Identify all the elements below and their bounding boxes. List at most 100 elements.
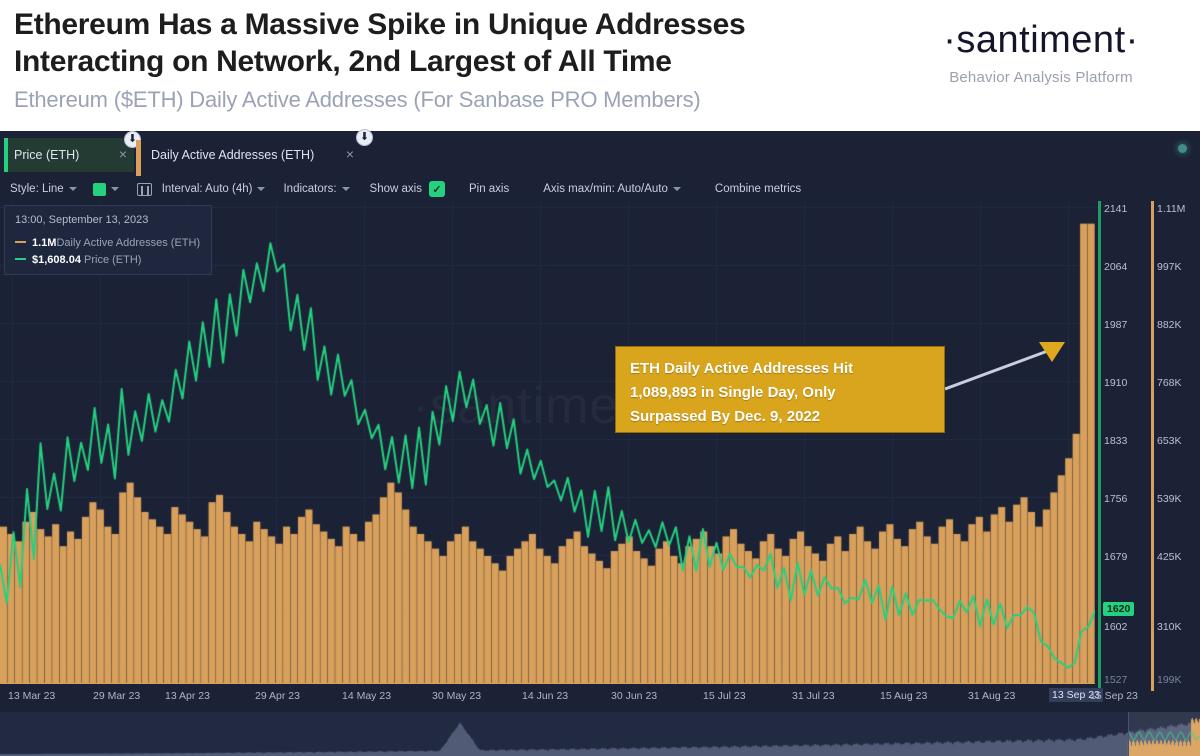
x-axis-tick: 31 Aug 23 — [968, 690, 1016, 702]
metric-tab-label: Daily Active Addresses (ETH) — [151, 148, 315, 162]
price-current-badge: 1620 — [1103, 602, 1135, 616]
chevron-down-icon — [68, 187, 77, 191]
axis-tick: 539K — [1157, 493, 1182, 505]
tooltip-series-name: Daily Active Addresses (ETH) — [56, 237, 201, 249]
daa-axis[interactable]: 1.11M 997K 882K 768K 653K 539K 425K 310K… — [1148, 201, 1200, 691]
axis-tick: 1910 — [1104, 377, 1128, 389]
tooltip-series-name: Price (ETH) — [84, 254, 142, 266]
axis-maxmin-label: Axis max/min: Auto/Auto — [543, 183, 668, 195]
download-icon[interactable]: ⬇ — [356, 129, 373, 146]
pin-axis-label: Pin axis — [468, 183, 510, 195]
axis-tick: 310K — [1157, 621, 1182, 633]
axis-tick: 768K — [1157, 377, 1182, 389]
price-axis[interactable]: 2141 2064 1987 1910 1833 1756 1679 1620 … — [1095, 201, 1148, 691]
chart-controls: Style: Line Interval: Auto (4h) Indicato… — [0, 178, 1200, 200]
logo-wordmark: ·santiment· — [943, 19, 1139, 61]
page-subtitle: Ethereum ($ETH) Daily Active Addresses (… — [14, 87, 701, 112]
chevron-down-icon — [110, 187, 119, 191]
combine-metrics-label: Combine metrics — [714, 183, 802, 195]
style-selector[interactable]: Style: Line — [10, 183, 77, 195]
x-axis-tick: 14 May 23 — [342, 690, 392, 702]
navigator-selection-window[interactable] — [1128, 712, 1200, 756]
annotation-line-1: ETH Daily Active Addresses Hit — [630, 360, 854, 377]
x-axis-tick: 31 Jul 23 — [792, 690, 835, 702]
x-axis-tick: 15 Sep 23 — [1090, 690, 1138, 702]
annotation-line-3: Surpassed By Dec. 9, 2022 — [630, 408, 821, 425]
axis-tick: 997K — [1157, 261, 1182, 273]
series-color-dash — [15, 241, 26, 244]
close-icon[interactable]: × — [118, 146, 127, 162]
pin-axis-button[interactable]: Pin axis — [469, 183, 509, 195]
show-axis-label: Show axis — [369, 183, 422, 195]
chart-canvas — [0, 201, 1095, 683]
axis-tick: 882K — [1157, 319, 1182, 331]
axis-tick: 1756 — [1104, 493, 1128, 505]
metric-tabbar: Price (ETH) × ⬇ Daily Active Addresses (… — [0, 129, 1200, 176]
tooltip-value: 1.1M — [32, 237, 57, 249]
combine-metrics-button[interactable]: Combine metrics — [715, 183, 801, 195]
candlestick-icon — [136, 182, 152, 196]
axis-tick: 1833 — [1104, 435, 1128, 447]
x-axis-tick-highlighted: 13 Sep 23 — [1049, 688, 1103, 702]
style-label: Style: Line — [10, 183, 64, 195]
axis-tick: 1679 — [1104, 551, 1128, 563]
x-axis-tick: 13 Mar 23 — [8, 690, 56, 702]
axis-tick: 2064 — [1104, 261, 1128, 273]
axis-tick: 199K — [1157, 674, 1182, 686]
page-header: Ethereum Has a Massive Spike in Unique A… — [0, 0, 1200, 131]
color-swatch — [92, 182, 106, 196]
close-icon[interactable]: × — [345, 146, 354, 162]
chevron-down-icon — [672, 187, 681, 191]
status-dot-icon[interactable] — [1178, 144, 1187, 153]
x-axis-tick: 29 Mar 23 — [93, 690, 141, 702]
checkbox-checked-icon[interactable]: ✓ — [428, 181, 445, 197]
tab-divider — [136, 140, 141, 176]
axis-tick: 1987 — [1104, 319, 1128, 331]
x-axis-tick: 13 Apr 23 — [165, 690, 210, 702]
santiment-logo: ·santiment· Behavior Analysis Platform — [896, 18, 1186, 86]
x-axis-tick: 15 Jul 23 — [703, 690, 746, 702]
interval-label: Interval: Auto (4h) — [161, 183, 253, 195]
tooltip-value: $1,608.04 — [32, 254, 81, 266]
x-axis-tick: 30 Jun 23 — [611, 690, 658, 702]
x-axis: 13 Mar 23 29 Mar 23 13 Apr 23 29 Apr 23 … — [0, 683, 1138, 707]
metric-tab-price[interactable]: Price (ETH) × — [4, 138, 134, 172]
metric-tab-daa[interactable]: Daily Active Addresses (ETH) × — [141, 138, 366, 172]
color-selector[interactable] — [92, 182, 119, 196]
x-axis-tick: 15 Aug 23 — [880, 690, 928, 702]
axis-line — [1151, 201, 1154, 691]
chart-tooltip: 13:00, September 13, 2023 1.1MDaily Acti… — [4, 205, 212, 275]
indicators-label: Indicators: — [283, 183, 337, 195]
x-axis-tick: 14 Jun 23 — [522, 690, 569, 702]
logo-tagline: Behavior Analysis Platform — [949, 69, 1133, 86]
axis-maxmin-selector[interactable]: Axis max/min: Auto/Auto — [543, 183, 681, 195]
indicators-selector[interactable]: Indicators: — [283, 183, 350, 195]
annotation-line-2: 1,089,893 in Single Day, Only — [630, 384, 836, 401]
interval-selector[interactable]: Interval: Auto (4h) — [162, 183, 266, 195]
page-title: Ethereum Has a Massive Spike in Unique A… — [14, 8, 746, 78]
axis-tick: 1.11M — [1157, 203, 1186, 215]
chart-annotation: ETH Daily Active Addresses Hit 1,089,893… — [615, 346, 945, 433]
tab-accent-bar — [4, 138, 8, 172]
chart-plot-area[interactable]: ·santiment· 13:00, September 13, 2023 1.… — [0, 201, 1095, 683]
candlestick-toggle[interactable] — [136, 182, 152, 196]
tooltip-date: 13:00, September 13, 2023 — [15, 214, 149, 226]
x-axis-tick: 30 May 23 — [432, 690, 482, 702]
chart-app: Price (ETH) × ⬇ Daily Active Addresses (… — [0, 129, 1200, 756]
axis-tick: 2141 — [1104, 203, 1128, 215]
series-color-dash — [15, 258, 26, 261]
range-navigator[interactable] — [0, 712, 1200, 756]
tooltip-row-daa: 1.1MDaily Active Addresses (ETH) — [15, 237, 200, 249]
axis-tick: 425K — [1157, 551, 1182, 563]
navigator-series-canvas — [0, 712, 1200, 756]
peak-marker-icon — [1039, 342, 1065, 362]
axis-tick: 1602 — [1104, 621, 1128, 633]
tooltip-row-price: $1,608.04 Price (ETH) — [15, 254, 141, 266]
x-axis-tick: 29 Apr 23 — [255, 690, 300, 702]
chevron-down-icon — [257, 187, 266, 191]
axis-tick: 1527 — [1104, 674, 1128, 686]
show-axis-toggle[interactable]: Show axis ✓ — [370, 181, 445, 197]
metric-tab-label: Price (ETH) — [14, 148, 80, 162]
axis-line — [1098, 201, 1101, 691]
chevron-down-icon — [341, 187, 350, 191]
